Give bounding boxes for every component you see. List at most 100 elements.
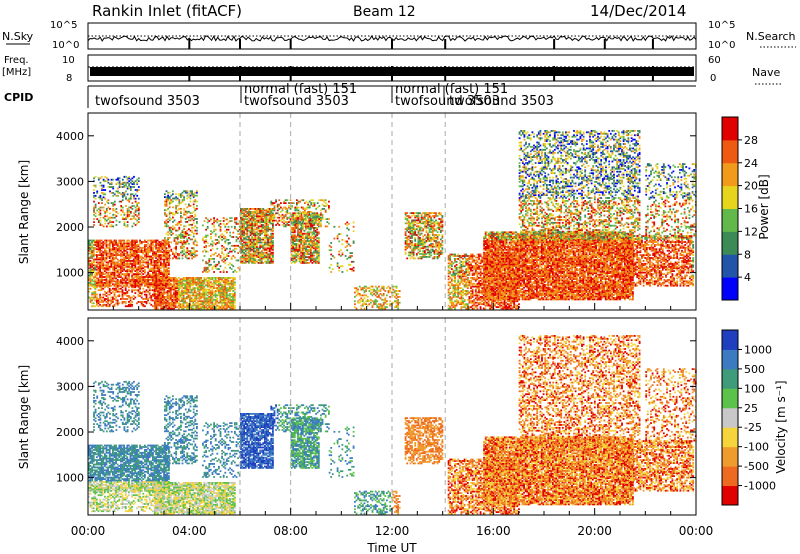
power-cell (198, 300, 201, 303)
power-cell (316, 257, 319, 260)
freq-panel: Freq. [MHz] 10 8 60 0 Nave (2, 54, 782, 85)
power-cell (251, 229, 253, 232)
power-cell (170, 234, 173, 236)
power-cell (158, 288, 161, 291)
power-cell (147, 274, 149, 277)
power-cell (165, 300, 167, 303)
power-cell (409, 253, 412, 255)
power-cell (188, 237, 190, 239)
power-cell (172, 190, 174, 193)
power-cell (145, 276, 148, 278)
power-cell (302, 206, 305, 209)
power-cell (201, 284, 204, 287)
power-cell (303, 237, 306, 239)
power-cell (303, 238, 306, 241)
power-cell (316, 260, 319, 263)
power-cell (181, 194, 184, 197)
power-cell (112, 258, 114, 261)
power-cell (158, 241, 161, 243)
power-cell (288, 206, 290, 209)
power-cell (108, 268, 111, 271)
power-cell (272, 225, 274, 228)
power-cell (295, 248, 298, 251)
power-cell (182, 307, 185, 310)
power-cell (88, 262, 90, 265)
power-cell (192, 200, 195, 203)
power-cell (91, 284, 93, 287)
power-cell (172, 193, 174, 196)
power-cell (128, 276, 130, 278)
power-cell (323, 208, 325, 210)
power-cell (189, 191, 192, 194)
power-cell (257, 212, 260, 215)
power-cell (155, 262, 157, 265)
power-cell (256, 211, 258, 213)
power-cell (309, 215, 312, 218)
power-cell (328, 205, 330, 207)
power-cell (139, 273, 141, 275)
power-cell (314, 235, 317, 238)
power-cell (313, 202, 316, 204)
power-cell (256, 238, 258, 241)
power-cell (132, 260, 135, 262)
nsky-line (87, 35, 697, 42)
power-cell (107, 305, 109, 308)
power-cell (181, 216, 184, 219)
power-cell (168, 301, 171, 304)
power-cell (414, 232, 417, 235)
power-cell (205, 294, 207, 297)
power-cell (155, 254, 157, 256)
power-cell (270, 244, 273, 247)
power-cell (126, 248, 129, 251)
power-cell (270, 235, 273, 238)
power-cell (192, 193, 195, 196)
power-cell (249, 224, 252, 226)
power-cell (104, 249, 106, 252)
power-cell (134, 286, 137, 289)
power-cell (137, 293, 140, 296)
power-cell (100, 279, 103, 281)
power-cell (99, 267, 101, 270)
power-cell (300, 256, 303, 258)
power-cell (176, 235, 179, 238)
power-cell (295, 256, 298, 258)
power-cell (360, 307, 363, 310)
power-cell (187, 297, 190, 300)
power-cell (264, 218, 266, 220)
power-cell (259, 257, 261, 260)
power-cell (158, 260, 161, 262)
power-cell (417, 219, 420, 222)
power-cell (389, 288, 391, 291)
power-cell (386, 306, 388, 308)
power-cell (148, 293, 151, 296)
power-cell (407, 223, 410, 226)
power-cell (97, 213, 100, 216)
power-cell (107, 206, 110, 209)
power-cell (160, 261, 162, 264)
power-cell (259, 219, 261, 222)
power-cell (264, 228, 266, 231)
power-cell (178, 222, 181, 225)
power-cell (384, 297, 387, 300)
power-cell (153, 293, 156, 295)
power-cell (382, 288, 385, 291)
power-cell (133, 212, 135, 215)
power-cell (115, 282, 117, 284)
power-cell (252, 238, 255, 241)
power-cell (206, 294, 209, 297)
power-cell (93, 184, 95, 187)
power-cell (174, 285, 177, 288)
power-cell (306, 250, 309, 253)
power-cell (195, 297, 198, 300)
power-cell (259, 241, 261, 244)
power-cell (113, 254, 116, 256)
power-cell (118, 290, 121, 293)
power-cell (395, 306, 398, 308)
power-cell (292, 229, 295, 232)
power-cell (133, 197, 135, 200)
power-cell (105, 276, 108, 278)
power-cell (126, 264, 129, 267)
power-cell (169, 306, 172, 308)
power-cell (256, 244, 258, 247)
power-cell (108, 281, 111, 284)
